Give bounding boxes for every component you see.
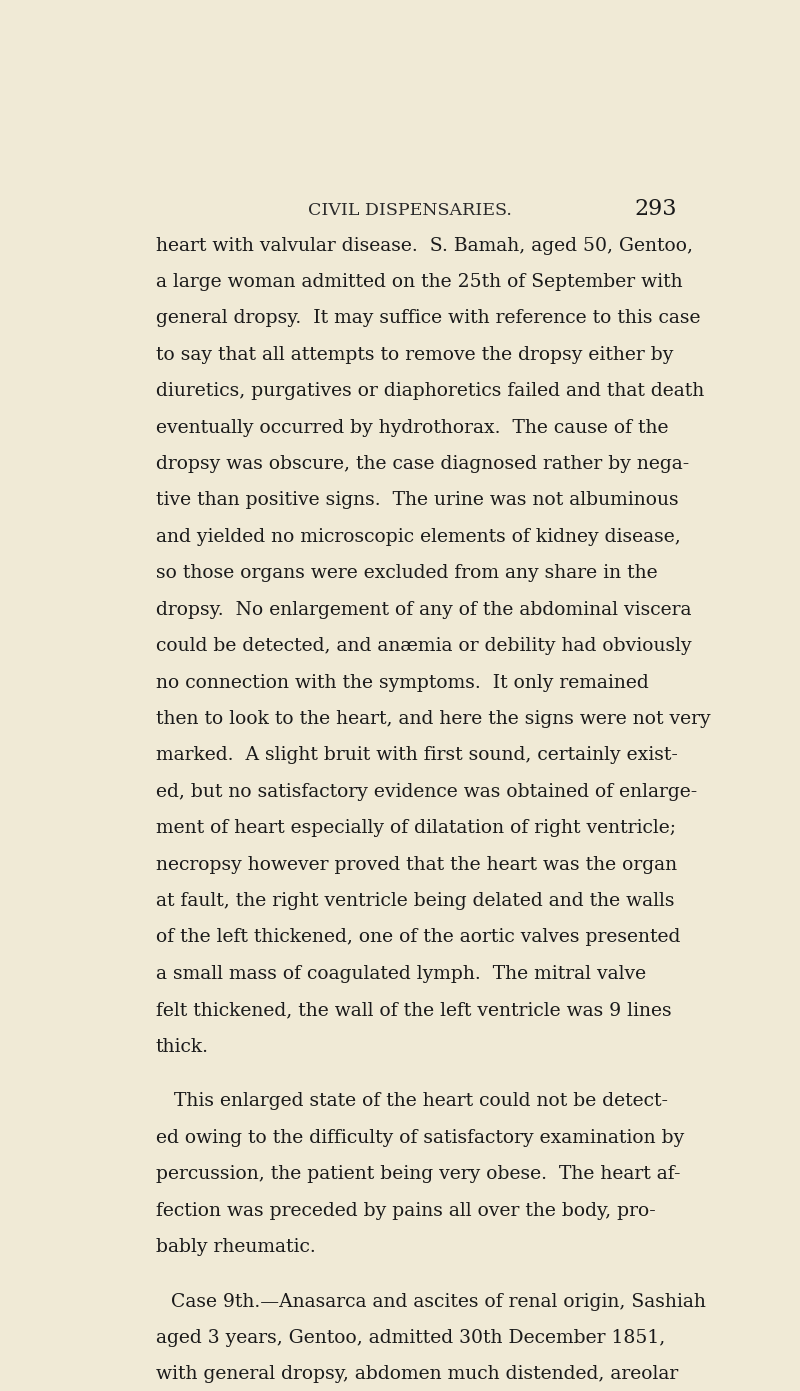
Text: fection was preceded by pains all over the body, pro-: fection was preceded by pains all over t… xyxy=(156,1202,655,1220)
Text: could be detected, and anæmia or debility had obviously: could be detected, and anæmia or debilit… xyxy=(156,637,691,655)
Text: CIVIL DISPENSARIES.: CIVIL DISPENSARIES. xyxy=(308,202,512,220)
Text: thick.: thick. xyxy=(156,1038,209,1056)
Text: diuretics, purgatives or diaphoretics failed and that death: diuretics, purgatives or diaphoretics fa… xyxy=(156,383,704,401)
Text: dropsy.  No enlargement of any of the abdominal viscera: dropsy. No enlargement of any of the abd… xyxy=(156,601,691,619)
Text: a small mass of coagulated lymph.  The mitral valve: a small mass of coagulated lymph. The mi… xyxy=(156,965,646,983)
Text: tive than positive signs.  The urine was not albuminous: tive than positive signs. The urine was … xyxy=(156,491,678,509)
Text: marked.  A slight bruit with first sound, certainly exist-: marked. A slight bruit with first sound,… xyxy=(156,747,678,765)
Text: at fault, the right ventricle being delated and the walls: at fault, the right ventricle being dela… xyxy=(156,892,674,910)
Text: percussion, the patient being very obese.  The heart af-: percussion, the patient being very obese… xyxy=(156,1166,680,1184)
Text: and yielded no microscopic elements of kidney disease,: and yielded no microscopic elements of k… xyxy=(156,527,681,545)
Text: general dropsy.  It may suffice with reference to this case: general dropsy. It may suffice with refe… xyxy=(156,309,700,327)
Text: with general dropsy, abdomen much distended, areolar: with general dropsy, abdomen much disten… xyxy=(156,1366,678,1384)
Text: to say that all attempts to remove the dropsy either by: to say that all attempts to remove the d… xyxy=(156,346,673,364)
Text: bably rheumatic.: bably rheumatic. xyxy=(156,1238,315,1256)
Text: 293: 293 xyxy=(634,198,677,220)
Text: dropsy was obscure, the case diagnosed rather by nega-: dropsy was obscure, the case diagnosed r… xyxy=(156,455,689,473)
Text: eventually occurred by hydrothorax.  The cause of the: eventually occurred by hydrothorax. The … xyxy=(156,419,668,437)
Text: ed, but no satisfactory evidence was obtained of enlarge-: ed, but no satisfactory evidence was obt… xyxy=(156,783,697,801)
Text: necropsy however proved that the heart was the organ: necropsy however proved that the heart w… xyxy=(156,855,677,874)
Text: of the left thickened, one of the aortic valves presented: of the left thickened, one of the aortic… xyxy=(156,928,680,946)
Text: aged 3 years, Gentoo, admitted 30th December 1851,: aged 3 years, Gentoo, admitted 30th Dece… xyxy=(156,1328,665,1346)
Text: This enlarged state of the heart could not be detect-: This enlarged state of the heart could n… xyxy=(174,1092,669,1110)
Text: ed owing to the difficulty of satisfactory examination by: ed owing to the difficulty of satisfacto… xyxy=(156,1128,684,1146)
Text: so those organs were excluded from any share in the: so those organs were excluded from any s… xyxy=(156,565,658,583)
Text: ment of heart especially of dilatation of right ventricle;: ment of heart especially of dilatation o… xyxy=(156,819,676,837)
Text: no connection with the symptoms.  It only remained: no connection with the symptoms. It only… xyxy=(156,673,649,691)
Text: Case 9th.—Anasarca and ascites of renal origin, Sashiah: Case 9th.—Anasarca and ascites of renal … xyxy=(171,1292,706,1310)
Text: felt thickened, the wall of the left ventricle was 9 lines: felt thickened, the wall of the left ven… xyxy=(156,1002,671,1020)
Text: a large woman admitted on the 25th of September with: a large woman admitted on the 25th of Se… xyxy=(156,273,682,291)
Text: heart with valvular disease.  S. Bamah, aged 50, Gentoo,: heart with valvular disease. S. Bamah, a… xyxy=(156,236,693,255)
Text: then to look to the heart, and here the signs were not very: then to look to the heart, and here the … xyxy=(156,709,710,727)
